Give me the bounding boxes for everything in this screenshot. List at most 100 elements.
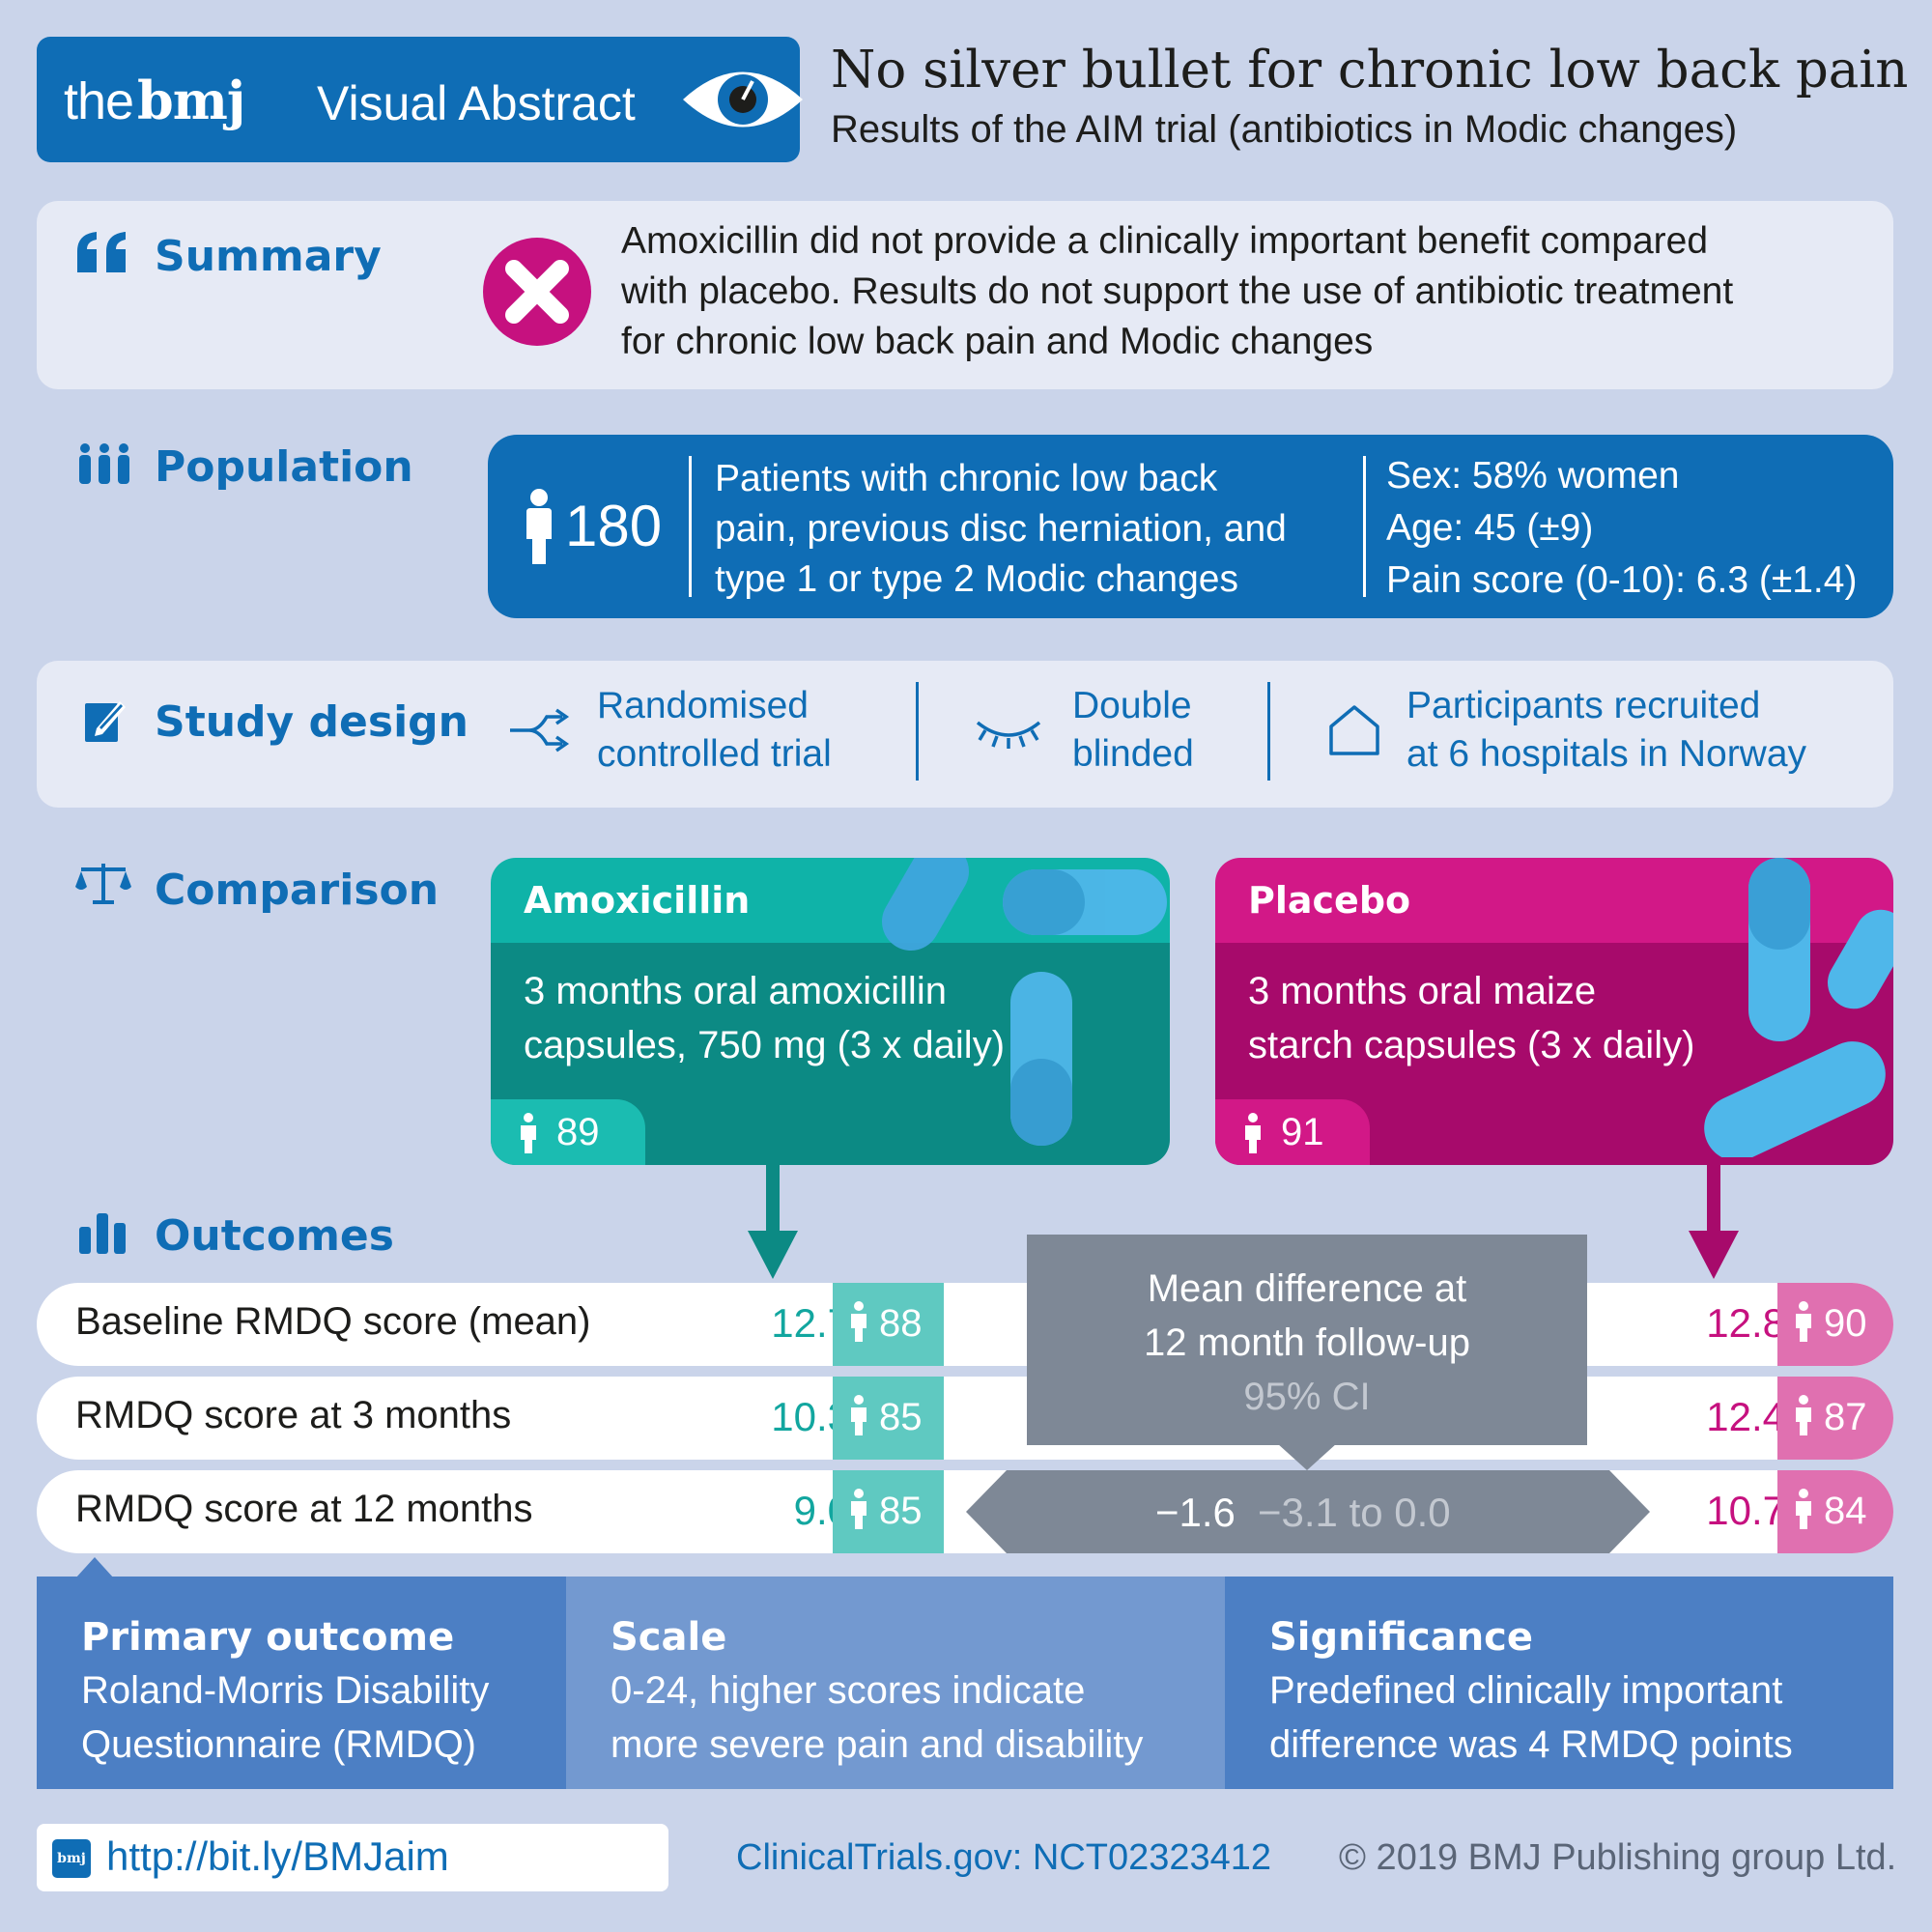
amoxicillin-value: 12.7 [771, 1300, 850, 1346]
person-icon [851, 1301, 867, 1342]
primary-outcome-pointer [75, 1557, 114, 1578]
population-description-line: pain, previous disc herniation, and [715, 508, 1287, 550]
scales-icon [75, 864, 131, 904]
population-panel: 180 Patients with chronic low back pain,… [488, 435, 1893, 618]
scale-line: 0-24, higher scores indicate [611, 1669, 1086, 1712]
mean-difference-callout: Mean difference at 12 month follow-up 95… [1027, 1235, 1587, 1445]
amoxicillin-n-cell: 85 [833, 1377, 944, 1460]
mean-difference-value: −1.6 [1155, 1490, 1236, 1535]
cross-circle-icon [483, 238, 591, 346]
capsule-icon [882, 858, 1167, 1146]
significance-text: Predefined clinically important differen… [1269, 1663, 1793, 1772]
significance-box: Significance Predefined clinically impor… [1225, 1577, 1893, 1789]
amoxicillin-n-cell: 88 [833, 1283, 944, 1366]
scale-box: Scale 0-24, higher scores indicate more … [566, 1577, 1225, 1789]
primary-outcome-box: Primary outcome Roland-Morris Disability… [37, 1577, 566, 1789]
url-box[interactable]: bmj http://bit.ly/BMJaim [37, 1824, 668, 1891]
population-description: Patients with chronic low back pain, pre… [715, 454, 1287, 605]
primary-outcome-text: Roland-Morris Disability Questionnaire (… [81, 1663, 489, 1772]
trial-registry-link[interactable]: ClinicalTrials.gov: NCT02323412 [736, 1837, 1272, 1878]
primary-outcome-line: Roland-Morris Disability [81, 1669, 490, 1712]
page-title: No silver bullet for chronic low back pa… [831, 41, 1909, 99]
person-icon [1796, 1395, 1811, 1435]
outcome-row: RMDQ score at 3 months 10.3 85 12.4 87 [37, 1377, 1893, 1460]
ci-value: −3.1 to 0.0 [1258, 1490, 1451, 1535]
summary-line: Amoxicillin did not provide a clinically… [621, 220, 1709, 262]
outcome-label: Baseline RMDQ score (mean) [75, 1300, 591, 1343]
placebo-description-line: starch capsules (3 x daily) [1248, 1024, 1695, 1066]
placebo-description-line: 3 months oral maize [1248, 970, 1597, 1012]
person-icon [851, 1489, 867, 1529]
scale-line: more severe pain and disability [611, 1723, 1144, 1766]
population-stat-sex: Sex: 58% women [1386, 455, 1680, 497]
placebo-n-cell: 87 [1777, 1377, 1893, 1460]
mean-difference-label-line: Mean difference at [1147, 1267, 1467, 1310]
outcome-label: RMDQ score at 12 months [75, 1488, 533, 1530]
design-item-recruitment: Participants recruited at 6 hospitals in… [1406, 682, 1806, 779]
amoxicillin-n-cell: 85 [833, 1470, 944, 1553]
mean-difference-label: Mean difference at 12 month follow-up 95… [1027, 1262, 1587, 1424]
placebo-n-cell: 84 [1777, 1470, 1893, 1553]
divider [689, 456, 692, 597]
amoxicillin-description-line: 3 months oral amoxicillin [524, 970, 947, 1012]
scale-text: 0-24, higher scores indicate more severe… [611, 1663, 1143, 1772]
study-design-heading: Study design [155, 697, 469, 747]
study-design-panel [37, 661, 1893, 808]
bmj-brand-banner: the bmj Visual Abstract [37, 37, 803, 162]
amoxicillin-description: 3 months oral amoxicillin capsules, 750 … [524, 964, 1005, 1072]
placebo-value: 12.4 [1706, 1394, 1785, 1439]
summary-line: with placebo. Results do not support the… [621, 270, 1734, 312]
people-icon [79, 443, 129, 484]
significance-line: Predefined clinically important [1269, 1669, 1783, 1712]
person-icon [1796, 1301, 1811, 1342]
amoxicillin-card: Amoxicillin 3 months oral amoxicillin ca… [491, 858, 1170, 1165]
callout-pointer [1277, 1443, 1337, 1470]
amoxicillin-n: 88 [879, 1302, 923, 1345]
closed-eye-icon [976, 721, 1041, 749]
amoxicillin-n: 85 [879, 1490, 923, 1532]
placebo-n: 91 [1281, 1111, 1324, 1153]
person-icon [521, 1113, 536, 1153]
amoxicillin-n: 85 [879, 1396, 923, 1438]
bar-chart-icon [79, 1213, 126, 1254]
logo-bmj: bmj [137, 70, 245, 131]
primary-outcome-heading: Primary outcome [81, 1615, 455, 1660]
teal-arrow-down [748, 1165, 798, 1279]
summary-line: for chronic low back pain and Modic chan… [621, 321, 1374, 362]
population-description-line: Patients with chronic low back [715, 458, 1218, 499]
population-stat-age: Age: 45 (±9) [1386, 507, 1594, 549]
amoxicillin-description-line: capsules, 750 mg (3 x daily) [524, 1024, 1006, 1066]
placebo-value: 12.8 [1706, 1300, 1785, 1346]
significance-heading: Significance [1269, 1615, 1534, 1660]
summary-text: Amoxicillin did not provide a clinically… [621, 216, 1733, 367]
amoxicillin-title: Amoxicillin [524, 879, 751, 922]
primary-outcome-line: Questionnaire (RMDQ) [81, 1723, 477, 1766]
outcome-label: RMDQ score at 3 months [75, 1394, 512, 1436]
article-link[interactable]: http://bit.ly/BMJaim [106, 1833, 449, 1879]
population-description-line: type 1 or type 2 Modic changes [715, 558, 1238, 600]
quote-icon [77, 232, 126, 272]
placebo-n: 87 [1824, 1396, 1867, 1438]
page-subtitle: Results of the AIM trial (antibiotics in… [831, 108, 1738, 151]
branch-arrows-icon [510, 708, 570, 753]
person-icon [1796, 1489, 1811, 1529]
population-count: 180 [565, 494, 663, 558]
design-item-line: Participants recruited [1406, 685, 1761, 726]
house-icon [1329, 705, 1379, 755]
divider [916, 682, 919, 781]
design-item-rct: Randomised controlled trial [597, 682, 832, 779]
placebo-value: 10.7 [1706, 1488, 1785, 1533]
placebo-card: Placebo 3 months oral maize starch capsu… [1215, 858, 1893, 1165]
design-item-line: at 6 hospitals in Norway [1406, 733, 1807, 775]
person-icon [526, 489, 552, 564]
design-item-line: Double [1072, 685, 1192, 726]
outcomes-heading: Outcomes [155, 1211, 394, 1261]
visual-abstract-label: Visual Abstract [317, 76, 636, 130]
person-icon [1245, 1113, 1261, 1153]
bmj-badge-icon: bmj [52, 1839, 91, 1878]
amoxicillin-n-badge: 89 [491, 1099, 645, 1165]
design-item-blinding: Double blinded [1072, 682, 1194, 779]
amoxicillin-n: 89 [556, 1111, 600, 1153]
person-icon [851, 1395, 867, 1435]
divider [1363, 456, 1366, 597]
